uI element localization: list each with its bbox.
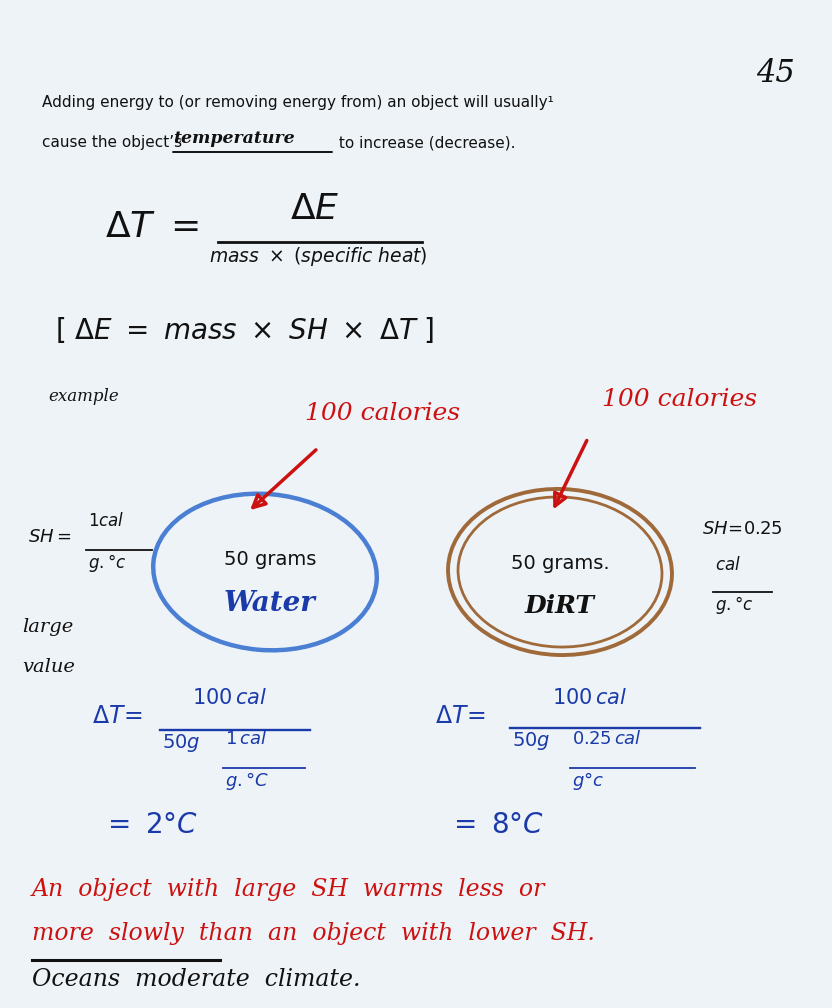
Text: cause the object’s: cause the object’s [42,135,187,150]
Text: DiRT: DiRT [525,594,595,618]
Text: $100\,cal$: $100\,cal$ [192,688,268,708]
Text: Adding energy to (or removing energy from) an object will usually¹: Adding energy to (or removing energy fro… [42,95,554,110]
Text: $\Delta T\ =$: $\Delta T\ =$ [105,210,199,244]
Text: $\Delta T\!=\!$: $\Delta T\!=\!$ [92,705,142,728]
Text: $\Delta T\!=\!$: $\Delta T\!=\!$ [435,705,486,728]
Text: Oceans  moderate  climate.: Oceans moderate climate. [32,968,360,991]
Text: $\Delta E$: $\Delta E$ [290,192,339,226]
Text: $1cal$: $1cal$ [88,512,125,530]
Text: $\left[\ \Delta E\ =\ mass\ \times\ SH\ \times\ \Delta T\ \right]$: $\left[\ \Delta E\ =\ mass\ \times\ SH\ … [55,314,434,345]
Text: $g.\degree C$: $g.\degree C$ [225,770,270,792]
Text: $g\degree c$: $g\degree c$ [572,770,604,792]
Text: value: value [22,658,75,676]
Text: 50 grams.: 50 grams. [511,554,609,573]
Text: 50 grams: 50 grams [224,550,316,569]
Text: example: example [48,388,119,405]
Text: $50g$: $50g$ [162,732,201,754]
Text: more  slowly  than  an  object  with  lower  SH.: more slowly than an object with lower SH… [32,922,595,946]
Text: $g.\degree c$: $g.\degree c$ [88,552,126,574]
Text: temperature: temperature [173,130,295,147]
Text: 45: 45 [756,58,795,89]
Text: $=\ 2°C$: $=\ 2°C$ [102,812,198,839]
Text: $SH=$: $SH=$ [28,528,72,546]
Text: large: large [22,618,73,636]
Text: 100 calories: 100 calories [305,402,460,425]
Text: $g.\degree c$: $g.\degree c$ [715,594,753,616]
Text: $0.25\,cal$: $0.25\,cal$ [572,730,641,748]
Text: Water: Water [224,590,316,617]
Text: $=\ 8°C$: $=\ 8°C$ [448,812,544,839]
Text: $SH\!=\!0.25$: $SH\!=\!0.25$ [702,520,783,538]
Text: $cal$: $cal$ [715,556,740,574]
Text: An  object  with  large  SH  warms  less  or: An object with large SH warms less or [32,878,545,901]
Text: 100 calories: 100 calories [602,388,757,411]
Text: $50g$: $50g$ [512,730,551,752]
Text: $1\,cal$: $1\,cal$ [225,730,267,748]
Text: to increase (decrease).: to increase (decrease). [334,135,516,150]
Text: $mass\ \times\ (specific\ heat)$: $mass\ \times\ (specific\ heat)$ [209,245,428,268]
Text: $100\,cal$: $100\,cal$ [552,688,627,708]
